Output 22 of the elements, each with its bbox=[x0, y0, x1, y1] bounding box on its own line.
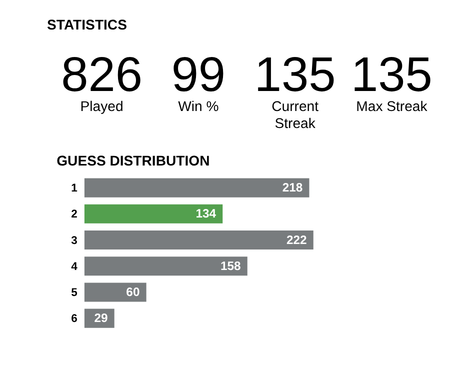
text: Win % bbox=[178, 98, 219, 114]
text: Max Streak bbox=[356, 98, 428, 114]
text: Played bbox=[80, 98, 124, 114]
bar bbox=[84, 256, 248, 276]
chart-title: GUESS DISTRIBUTION bbox=[56, 152, 210, 168]
y-tick-label: 6 bbox=[71, 313, 78, 326]
y-tick-label: 1 bbox=[71, 182, 78, 195]
bar bbox=[84, 204, 223, 224]
data-label: 60 bbox=[126, 284, 140, 299]
data-label: 222 bbox=[286, 232, 308, 247]
data-label: 158 bbox=[220, 258, 242, 273]
y-tick-label: 4 bbox=[71, 260, 78, 273]
data-label: 218 bbox=[282, 180, 303, 195]
data-label: 134 bbox=[196, 206, 216, 221]
bar bbox=[84, 282, 146, 302]
y-tick-label: 2 bbox=[71, 208, 78, 221]
text: STATISTICS bbox=[47, 16, 127, 32]
y-tick-label: 5 bbox=[71, 286, 78, 299]
y-tick-label: 3 bbox=[71, 234, 78, 247]
bar bbox=[84, 178, 310, 198]
data-label: 29 bbox=[94, 311, 108, 326]
bar bbox=[84, 230, 314, 250]
